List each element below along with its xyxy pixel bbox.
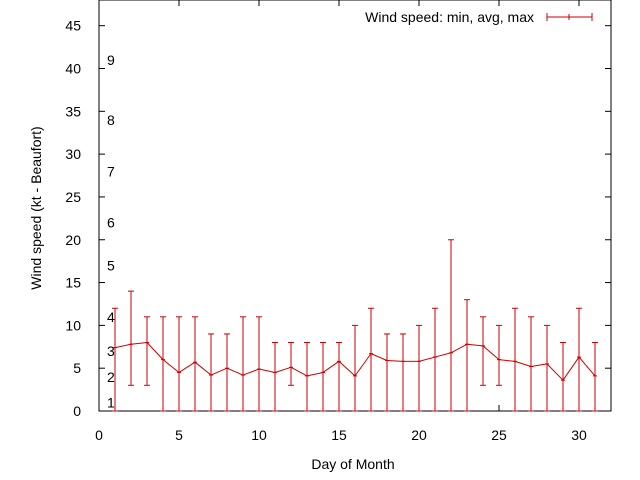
avg-line-segment bbox=[354, 353, 372, 377]
avg-line-segment bbox=[434, 352, 452, 358]
avg-line-segment bbox=[290, 366, 308, 377]
x-tick-label: 10 bbox=[251, 427, 267, 443]
y-tick-label: 10 bbox=[65, 317, 81, 333]
error-bars bbox=[112, 239, 598, 412]
beaufort-scale: 1 2 3 4 5 6 7 8 9 bbox=[107, 52, 115, 411]
avg-line-segment bbox=[482, 345, 500, 361]
avg-line-segment bbox=[322, 360, 340, 373]
legend: Wind speed: min, avg, max bbox=[365, 9, 593, 25]
avg-line-segment bbox=[578, 356, 596, 377]
beaufort-label: 4 bbox=[107, 309, 115, 325]
avg-line-segment bbox=[498, 359, 516, 362]
y-tick-label: 5 bbox=[73, 360, 81, 376]
avg-line-segment bbox=[546, 363, 564, 381]
legend-label: Wind speed: min, avg, max bbox=[365, 9, 534, 25]
avg-series bbox=[113, 342, 597, 381]
avg-line-segment bbox=[130, 342, 148, 345]
y-tick-label: 15 bbox=[65, 275, 81, 291]
beaufort-label: 6 bbox=[107, 215, 115, 231]
avg-line-segment bbox=[514, 360, 532, 367]
avg-line-segment bbox=[562, 356, 580, 381]
avg-line-segment bbox=[258, 368, 276, 373]
avg-line-segment bbox=[114, 343, 132, 349]
avg-line-segment bbox=[178, 361, 196, 373]
beaufort-label: 1 bbox=[107, 394, 115, 410]
avg-line-segment bbox=[306, 371, 324, 377]
avg-line-segment bbox=[450, 343, 468, 354]
avg-line-segment bbox=[466, 343, 484, 347]
avg-line-segment bbox=[242, 368, 260, 376]
x-tick-label: 25 bbox=[491, 427, 507, 443]
x-tick-label: 0 bbox=[95, 427, 103, 443]
avg-line-segment bbox=[530, 363, 548, 367]
x-axis-label: Day of Month bbox=[311, 456, 394, 472]
y-tick-label: 0 bbox=[73, 403, 81, 419]
x-tick-label: 30 bbox=[571, 427, 587, 443]
y-tick-label: 40 bbox=[65, 61, 81, 77]
avg-line-segment bbox=[226, 367, 244, 376]
y-tick-label: 45 bbox=[65, 18, 81, 34]
y-tick-label: 35 bbox=[65, 103, 81, 119]
avg-line-segment bbox=[386, 359, 404, 362]
beaufort-label: 7 bbox=[107, 163, 115, 179]
avg-line-segment bbox=[146, 342, 164, 360]
y-tick-label: 25 bbox=[65, 189, 81, 205]
beaufort-label: 9 bbox=[107, 52, 115, 68]
y-axis-label: Wind speed (kt - Beaufort) bbox=[28, 126, 44, 289]
y-tick-label: 20 bbox=[65, 232, 81, 248]
x-tick-label: 20 bbox=[411, 427, 427, 443]
beaufort-label: 5 bbox=[107, 257, 115, 273]
beaufort-label: 8 bbox=[107, 112, 115, 128]
x-tick-label: 15 bbox=[331, 427, 347, 443]
beaufort-label: 2 bbox=[107, 369, 115, 385]
avg-line-segment bbox=[418, 356, 436, 362]
avg-line-segment bbox=[370, 353, 388, 361]
beaufort-label: 3 bbox=[107, 343, 115, 359]
x-tick-label: 5 bbox=[175, 427, 183, 443]
avg-line-segment bbox=[162, 359, 180, 373]
y-tick-label: 30 bbox=[65, 146, 81, 162]
avg-line-segment bbox=[338, 360, 356, 377]
avg-line-segment bbox=[274, 366, 292, 373]
avg-line-segment bbox=[194, 361, 212, 376]
avg-line-segment bbox=[210, 367, 228, 376]
